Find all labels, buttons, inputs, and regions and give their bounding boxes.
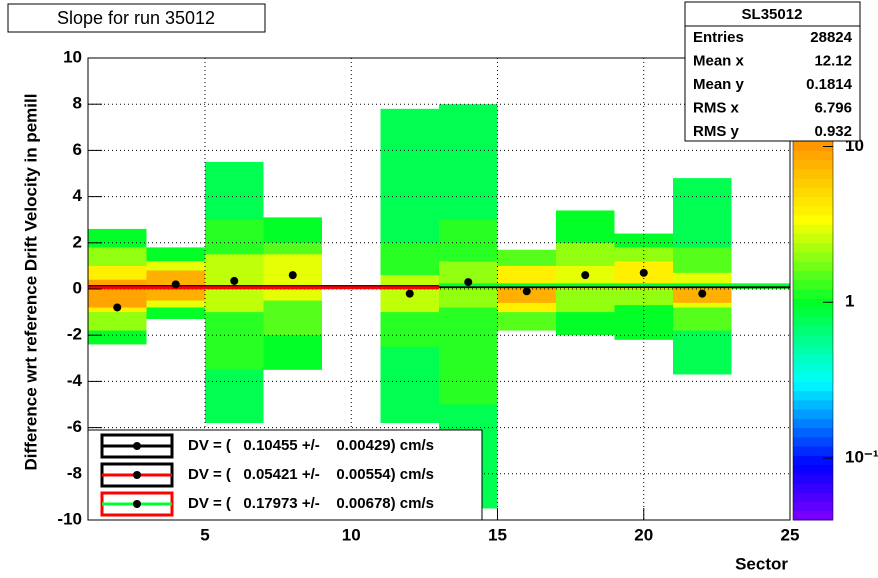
y-tick-label: -8 — [67, 463, 82, 482]
colorbar-cell — [793, 455, 833, 466]
stats-key: Mean y — [693, 76, 745, 93]
colorbar-cell — [793, 252, 833, 262]
stats-value: 6.796 — [814, 99, 852, 116]
colorbar-cell — [793, 187, 833, 198]
colorbar-cell — [793, 510, 833, 521]
colorbar-cell — [793, 242, 833, 253]
stats-value: 0.1814 — [806, 76, 853, 93]
data-point — [171, 280, 180, 289]
legend-swatch-marker — [133, 471, 141, 479]
legend-swatch-marker — [133, 442, 141, 450]
colorbar-cell — [793, 279, 833, 290]
y-tick-label: 6 — [73, 140, 82, 159]
colorbar-cell — [793, 307, 833, 318]
x-tick-label: 10 — [342, 525, 361, 544]
legend-label: DV = ( 0.10455 +/- 0.00429) cm/s — [188, 437, 434, 454]
data-point — [464, 278, 473, 287]
title-box — [7, 3, 266, 33]
colorbar-cell — [793, 362, 833, 373]
data-point — [288, 271, 297, 280]
colorbar-cell — [793, 381, 833, 392]
y-tick-label: -4 — [67, 371, 83, 390]
data-point — [581, 271, 590, 280]
colorbar-cell — [793, 298, 833, 308]
stats-value: 12.12 — [814, 52, 852, 69]
colorbar-cell — [793, 483, 833, 493]
y-tick-label: -10 — [57, 509, 82, 528]
colorbar-cell — [793, 390, 833, 401]
stats-frame — [684, 1, 861, 142]
z-tick-label: 10⁻¹ — [845, 448, 878, 467]
heat-cell — [439, 219, 498, 405]
y-tick-label: -2 — [67, 325, 82, 344]
stats-value: 0.932 — [814, 123, 852, 140]
colorbar-cell — [793, 205, 833, 216]
colorbar-cell — [793, 372, 833, 382]
legend: DV = ( 0.10455 +/- 0.00429) cm/s DV = ( 0… — [87, 429, 483, 521]
legend-swatch-marker — [133, 500, 141, 508]
colorbar-cell — [793, 196, 833, 207]
colorbar-cell — [793, 436, 833, 447]
colorbar-cell — [793, 233, 833, 244]
colorbar-cell — [793, 215, 833, 225]
colorbar-cell — [793, 335, 833, 345]
plot-area — [87, 57, 791, 521]
stats-key: RMS y — [693, 123, 740, 140]
stats-key: RMS x — [693, 99, 740, 116]
heat-cell — [88, 279, 147, 308]
colorbar-cell — [793, 150, 833, 161]
stats-key: Entries — [693, 29, 744, 46]
colorbar-cell — [793, 492, 833, 503]
data-point — [230, 276, 239, 285]
y-axis-label: Difference wrt reference Drift Velocity … — [21, 94, 40, 471]
colorbar-cell — [793, 501, 833, 512]
colorbar-cell — [793, 325, 833, 336]
colorbar-cell — [793, 353, 833, 364]
colorbar-cell — [793, 168, 833, 179]
y-tick-label: 2 — [73, 232, 82, 251]
colorbar-cell — [793, 427, 833, 438]
colorbar-cell — [793, 399, 833, 410]
colorbar-cell — [793, 141, 833, 151]
data-point — [405, 289, 414, 298]
stats-value: 28824 — [810, 29, 852, 46]
data-point — [639, 268, 648, 277]
colorbar-cell — [793, 464, 833, 475]
x-tick-label: 25 — [781, 525, 800, 544]
stats-box: SL35012 Entries 28824 Mean x 12.12 Mean y 0.18… — [684, 1, 861, 142]
colorbar-cell — [793, 224, 833, 235]
x-tick-label: 5 — [200, 525, 209, 544]
colorbar-cell — [793, 178, 833, 188]
z-tick-label: 1 — [845, 292, 854, 311]
data-point — [698, 289, 707, 298]
colorbar-cell — [793, 289, 833, 299]
data-point — [522, 287, 531, 296]
x-tick-label: 15 — [488, 525, 507, 544]
colorbar-cell — [793, 316, 833, 327]
stats-title: SL35012 — [742, 6, 803, 23]
legend-label: DV = ( 0.17973 +/- 0.00678) cm/s — [188, 495, 434, 512]
colorbar-cell — [793, 270, 833, 281]
x-tick-label: 20 — [634, 525, 653, 544]
colorbar-cell — [793, 159, 833, 170]
y-tick-label: 8 — [73, 94, 82, 113]
colorbar-cell — [793, 473, 833, 484]
colorbar-cell — [793, 446, 833, 456]
colorbar-cell — [793, 344, 833, 355]
colorbar-cell — [793, 261, 833, 272]
colorbar-cell — [793, 418, 833, 429]
colorbar-cell — [793, 409, 833, 419]
legend-label: DV = ( 0.05421 +/- 0.00554) cm/s — [188, 466, 434, 483]
y-tick-label: -6 — [67, 417, 82, 436]
x-axis-label: Sector — [735, 554, 788, 573]
data-point — [113, 303, 122, 312]
y-tick-label: 4 — [73, 186, 83, 205]
y-tick-label: 10 — [63, 47, 82, 66]
chart-title: Slope for run 35012 — [57, 8, 215, 28]
stats-key: Mean x — [693, 52, 745, 69]
y-tick-label: 0 — [73, 278, 82, 297]
